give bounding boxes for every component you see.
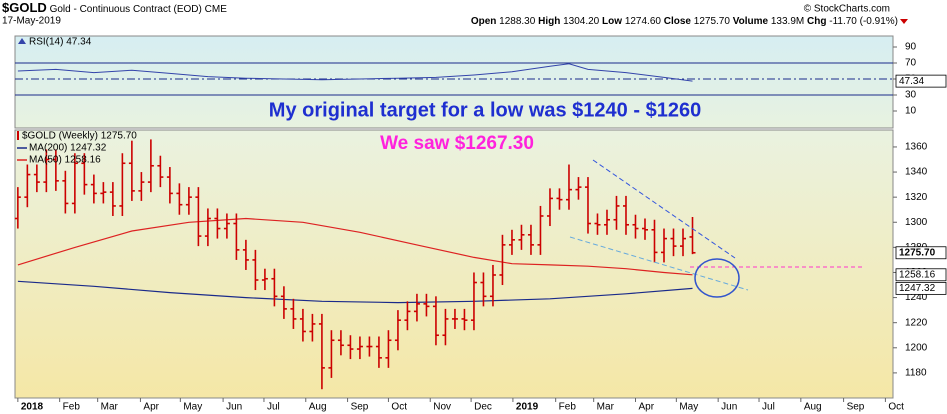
symbol: $GOLD: [2, 0, 47, 15]
x-tick-label: Nov: [433, 402, 451, 413]
x-tick-label: Sep: [847, 402, 865, 413]
quote-label: Chg: [807, 16, 826, 27]
y-tick-label: 30: [905, 90, 917, 101]
quote-label: High: [538, 16, 560, 27]
last-value-label: 1275.70: [899, 247, 936, 258]
y-tick-label: 1360: [905, 142, 928, 153]
trendline: [569, 236, 749, 291]
x-tick-label: Mar: [597, 402, 615, 413]
y-tick-label: 1200: [905, 342, 928, 353]
source: © StockCharts.com: [804, 4, 890, 15]
x-tick-label: 2019: [516, 402, 539, 413]
quote-value: 133.9M: [771, 16, 804, 27]
x-tick-label: Jun: [721, 402, 737, 413]
rsi-panel: [14, 35, 894, 129]
highlight-ellipse: [694, 258, 740, 298]
x-tick-label: Jul: [762, 402, 775, 413]
header-title: $GOLD Gold - Continuous Contract (EOD) C…: [2, 0, 227, 15]
rsi-icon: [18, 38, 26, 44]
y-tick-label: 1240: [905, 292, 928, 303]
last-value-label: 47.34: [899, 76, 924, 87]
x-tick-label: Oct: [888, 402, 904, 413]
exchange: CME: [205, 4, 228, 15]
x-tick-label: Dec: [474, 402, 492, 413]
y-tick-label: 1300: [905, 217, 928, 228]
legend-entry: MA(50) 1258.16: [29, 155, 101, 166]
annotation: We saw $1267.30: [380, 133, 534, 154]
x-tick-label: Sep: [351, 402, 369, 413]
date: 17-May-2019: [2, 16, 61, 27]
x-tick-label: Jun: [226, 402, 242, 413]
last-value-label: 1258.16: [899, 269, 936, 280]
quote-value: 1274.60: [625, 16, 662, 27]
last-value-box: [895, 281, 947, 295]
y-tick-label: 1220: [905, 317, 928, 328]
x-tick-label: Mar: [101, 402, 119, 413]
moving-average: [17, 217, 693, 276]
x-tick-label: Aug: [804, 402, 822, 413]
instrument: Gold - Continuous Contract (EOD): [50, 4, 202, 15]
price-panel: [14, 129, 894, 399]
y-tick-label: 10: [905, 106, 917, 117]
last-value-box: [895, 246, 947, 260]
x-tick-label: 2018: [21, 402, 44, 413]
x-tick-label: Oct: [391, 402, 407, 413]
last-value-box: [895, 74, 947, 88]
moving-average: [17, 280, 693, 304]
x-tick-label: May: [679, 402, 698, 413]
x-tick-label: Apr: [638, 402, 654, 413]
trendline: [592, 159, 736, 259]
quote-value: 1288.30: [499, 16, 536, 27]
y-tick-label: 1340: [905, 167, 928, 178]
x-tick-label: Apr: [143, 402, 159, 413]
quote-value: -11.70 (-0.91%): [829, 16, 898, 27]
annotation: My original target for a low was $1240 -…: [269, 99, 701, 121]
quote: Open 1288.30 High 1304.20 Low 1274.60 Cl…: [471, 16, 898, 27]
marks: [14, 62, 893, 390]
y-tick-label: 1180: [905, 368, 927, 379]
legend-entry: MA(200) 1247.32: [29, 143, 107, 154]
y-tick-label: 90: [905, 42, 917, 53]
x-tick-label: Feb: [559, 402, 577, 413]
legend-entry: RSI(14) 47.34: [29, 37, 92, 48]
legend-entry: $GOLD (Weekly) 1275.70: [22, 131, 137, 142]
x-tick-label: Jul: [267, 402, 280, 413]
rsi-line: [17, 63, 693, 82]
quote-value: 1275.70: [694, 16, 731, 27]
y-tick-label: 70: [905, 58, 917, 69]
last-value-box: [895, 268, 947, 282]
x-tick-label: Feb: [63, 402, 81, 413]
quote-label: Open: [471, 16, 497, 27]
x-tick-label: Aug: [309, 402, 327, 413]
quote-label: Volume: [733, 16, 769, 27]
quote-label: Low: [602, 16, 622, 27]
quote-label: Close: [664, 16, 692, 27]
last-value-label: 1247.32: [899, 283, 936, 294]
x-tick-label: May: [183, 402, 202, 413]
down-arrow: [900, 19, 908, 24]
y-tick-label: 1320: [905, 192, 928, 203]
quote-value: 1304.20: [563, 16, 600, 27]
